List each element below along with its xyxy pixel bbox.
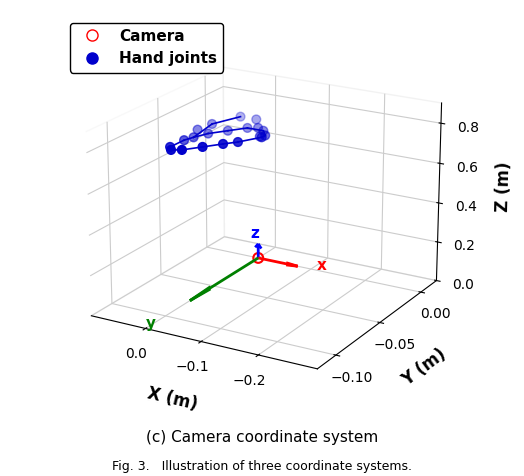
- Text: (c) Camera coordinate system: (c) Camera coordinate system: [146, 430, 378, 446]
- Legend: Camera, Hand joints: Camera, Hand joints: [70, 23, 223, 72]
- Text: Fig. 3.   Illustration of three coordinate systems.: Fig. 3. Illustration of three coordinate…: [112, 460, 412, 473]
- X-axis label: X (m): X (m): [145, 385, 199, 414]
- Y-axis label: Y (m): Y (m): [399, 345, 450, 390]
